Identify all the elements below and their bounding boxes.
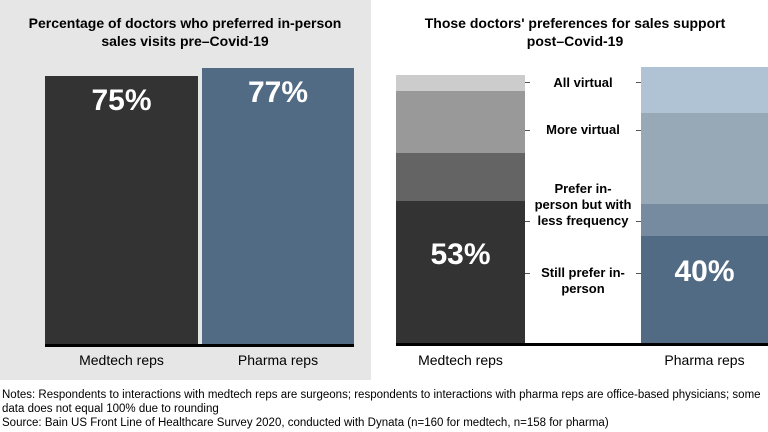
source-text: Source: Bain US Front Line of Healthcare…	[2, 417, 609, 429]
left-x-label-medtech: Medtech reps	[79, 352, 164, 368]
value-label: 77%	[247, 76, 309, 110]
right-x-label-medtech: Medtech reps	[418, 352, 503, 368]
value-label: 53%	[430, 237, 491, 271]
segment-all-virtual	[641, 66, 768, 113]
left-chart-title: Percentage of doctors who preferred in-p…	[28, 15, 342, 49]
segment-more-virtual	[641, 112, 768, 204]
notes: Notes: Respondents to interactions with …	[2, 388, 768, 430]
series-label: Still prefer in-person	[530, 265, 636, 297]
right-chart-title: Those doctors' preferences for sales sup…	[424, 15, 726, 49]
value-label: 75%	[91, 83, 152, 117]
series-label: More virtual	[530, 122, 636, 138]
segment-all-virtual	[396, 75, 525, 92]
segment-still-prefer-in-person	[396, 200, 525, 343]
segment-prefer-in-person-but-with-less-frequency	[396, 152, 525, 201]
notes-text: Notes: Respondents to interactions with …	[2, 389, 761, 415]
x-axis-baseline	[396, 343, 768, 346]
left-x-label-pharma: Pharma reps	[237, 352, 319, 368]
bar-medtech-reps	[45, 75, 198, 344]
segment-more-virtual	[396, 91, 525, 153]
value-label: 40%	[674, 255, 735, 289]
series-label: All virtual	[530, 75, 636, 91]
bar-pharma-reps	[202, 68, 354, 344]
x-axis-baseline	[45, 344, 354, 347]
series-label: Prefer in-person but with less frequency	[530, 181, 636, 229]
right-x-label-pharma: Pharma reps	[664, 352, 745, 368]
segment-prefer-in-person-but-with-less-frequency	[641, 203, 768, 236]
segment-still-prefer-in-person	[641, 235, 768, 343]
